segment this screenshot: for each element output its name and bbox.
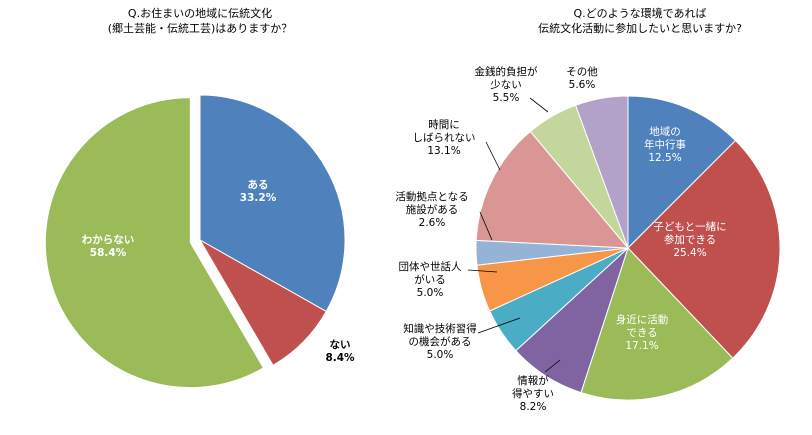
slice-label: の機会がある [409, 335, 472, 348]
slice-value: 2.6% [419, 217, 446, 229]
slice-label: 少ない [490, 79, 522, 91]
pie-slice-10 [574, 95, 629, 249]
data-label: 身近に活動できる 17.1% [616, 313, 669, 352]
data-label: 知識や技術習得の機会がある 5.0% [403, 322, 477, 361]
data-label: わからない 58.4% [82, 234, 135, 259]
slice-label: 団体や世話人 [399, 260, 462, 273]
slice-value: 5.0% [427, 349, 454, 361]
slice-label: 地域の [649, 125, 681, 138]
slice-label: できる [626, 327, 657, 339]
pie-slice-3 [44, 97, 265, 389]
chart-title: Q.どのような環境であれば伝統文化活動に参加したいと思いますか? [538, 6, 742, 35]
slice-label: 知識や技術習得 [403, 322, 477, 335]
data-label: 地域の年中行事 12.5% [644, 125, 686, 164]
chart-title-line: Q.お住まいの地域に伝統文化 [128, 6, 272, 20]
slice-label: その他 [566, 65, 598, 78]
data-label: 情報が得やすい 8.2% [512, 374, 554, 413]
slice-label: わからない [82, 234, 135, 246]
data-label: 時間にしばられない 13.1% [413, 119, 476, 157]
slice-value: 5.0% [417, 287, 444, 299]
pie-slice-1 [627, 95, 737, 250]
data-label: その他 5.6% [566, 65, 598, 91]
slice-value: 25.4% [673, 247, 706, 259]
slice-label: ない [330, 339, 351, 351]
leader-line [544, 359, 561, 373]
slice-value: 13.1% [427, 145, 460, 157]
slice-label: 情報が [517, 374, 549, 387]
pie-slice-2 [627, 139, 781, 359]
pie-slice-3 [580, 247, 734, 401]
chart-title-line: Q.どのような環境であれば [573, 6, 706, 20]
pie-chart-1: Q.お住まいの地域に伝統文化(郷土芸能・伝統工芸)はありますか？ ある 33.2% な… [44, 6, 355, 389]
data-label: ない 8.4% [325, 339, 355, 364]
pie-slice-2 [198, 238, 327, 366]
slice-value: 8.4% [325, 352, 355, 364]
chart-title-line: (郷土芸能・伝統工芸)はありますか？ [108, 21, 293, 35]
slice-label: 活動拠点となる [395, 190, 468, 203]
slice-value: 5.6% [569, 79, 596, 91]
slice-label: ある [248, 178, 269, 191]
slice-label: 子どもと一緒に [653, 220, 726, 233]
slice-value: 58.4% [90, 247, 127, 259]
slice-label: 施設がある [406, 203, 459, 216]
data-label: ある 33.2% [240, 178, 277, 204]
chart-title-line: 伝統文化活動に参加したいと思いますか? [538, 21, 742, 35]
chart-title: Q.お住まいの地域に伝統文化(郷土芸能・伝統工芸)はありますか？ [108, 6, 293, 35]
slice-value: 33.2% [240, 192, 277, 204]
slice-label: 金銭的負担が [475, 65, 538, 78]
leader-line [467, 269, 498, 273]
slice-value: 8.2% [520, 401, 547, 413]
data-label: 活動拠点となる施設がある 2.6% [395, 190, 468, 229]
slice-label: しばられない [413, 132, 476, 144]
slice-label: 時間に [428, 119, 460, 131]
slice-label: がいる [414, 273, 446, 286]
slice-label: 得やすい [512, 388, 554, 400]
data-label: 金銭的負担が少ない 5.5% [475, 65, 538, 104]
leader-line [479, 211, 493, 241]
data-label: 団体や世話人がいる 5.0% [399, 260, 462, 299]
pie-chart-2: Q.どのような環境であれば伝統文化活動に参加したいと思いますか?地域の年中行事 1… [395, 6, 781, 413]
pie-slice-1 [199, 94, 346, 313]
slice-label: 年中行事 [644, 138, 686, 151]
leader-line [477, 317, 521, 334]
slice-value: 5.5% [493, 92, 520, 104]
leader-line [529, 97, 549, 113]
leader-line [485, 141, 501, 171]
data-label: 子どもと一緒に参加できる 25.4% [653, 220, 726, 259]
slice-value: 17.1% [625, 340, 658, 352]
slice-label: 身近に活動 [616, 313, 669, 326]
slice-label: 参加できる [664, 233, 716, 246]
slice-value: 12.5% [648, 152, 681, 164]
pie-slice-8 [475, 130, 630, 249]
